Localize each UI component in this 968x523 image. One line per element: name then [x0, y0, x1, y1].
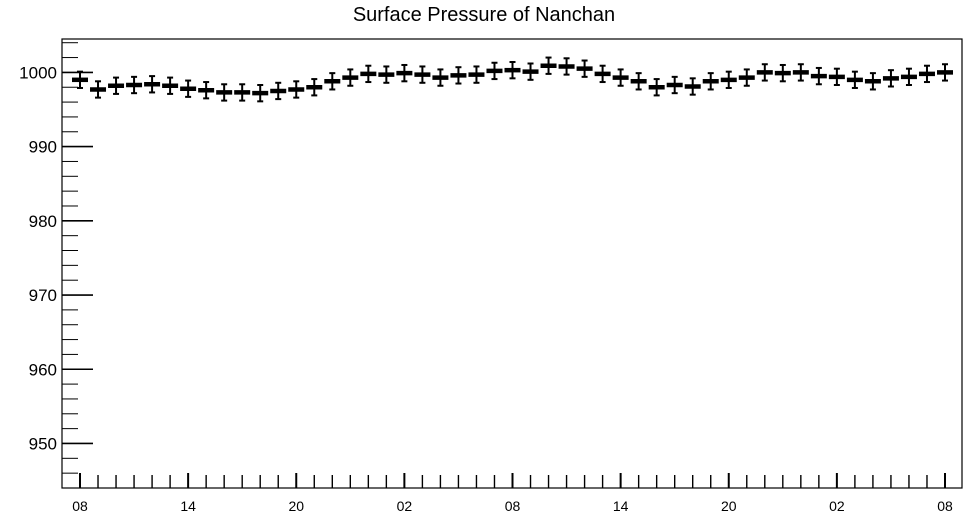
data-point	[486, 61, 503, 81]
data-point	[612, 68, 629, 87]
data-point	[756, 63, 773, 82]
data-point	[828, 67, 845, 87]
data-point	[792, 63, 809, 82]
x-tick-label: 08	[505, 498, 521, 514]
data-point	[576, 59, 593, 78]
data-point	[90, 80, 107, 99]
data-point	[72, 70, 88, 89]
plot-frame	[61, 38, 963, 489]
y-tick-label: 950	[29, 434, 57, 453]
data-point	[882, 69, 899, 88]
x-tick-label: 20	[721, 498, 737, 514]
data-point	[540, 56, 557, 75]
x-tick-label: 14	[613, 498, 629, 514]
data-point	[684, 77, 701, 96]
data-point	[342, 68, 359, 87]
data-point	[324, 72, 341, 91]
data-point	[810, 66, 827, 86]
data-point	[594, 64, 611, 84]
data-point	[378, 65, 395, 84]
x-tick-label: 02	[829, 498, 845, 514]
data-point	[216, 83, 233, 102]
data-point	[180, 79, 197, 98]
data-point	[738, 68, 755, 87]
y-tick-label: 970	[29, 286, 57, 305]
data-point	[666, 75, 683, 95]
data-point	[360, 64, 377, 84]
y-tick-label: 990	[29, 138, 57, 157]
y-tick-label: 1000	[19, 63, 57, 82]
x-tick-label: 02	[397, 498, 413, 514]
data-point	[774, 63, 791, 83]
data-point	[414, 65, 431, 84]
data-point	[846, 70, 863, 89]
data-point	[108, 76, 125, 95]
plot-frame-box	[61, 38, 963, 489]
data-point	[558, 57, 575, 76]
y-tick-label: 980	[29, 212, 57, 231]
x-tick-label: 08	[937, 498, 953, 514]
data-point	[432, 68, 449, 87]
chart-title: Surface Pressure of Nanchan	[352, 4, 616, 26]
data-point	[162, 76, 179, 95]
x-axis: 08 14 20 02 08 14 20 02 08	[72, 473, 953, 514]
data-point	[630, 72, 647, 91]
data-point	[126, 75, 143, 95]
data-point	[144, 75, 161, 94]
data-point	[288, 80, 305, 99]
data-point	[522, 62, 539, 81]
data-point	[270, 81, 287, 101]
data-point	[306, 78, 323, 97]
y-tick-label: 960	[29, 360, 57, 379]
x-tick-label: 14	[180, 498, 196, 514]
data-point	[918, 64, 935, 84]
data-point	[648, 78, 665, 97]
data-point	[900, 67, 917, 87]
data-series	[72, 56, 953, 103]
data-point	[937, 63, 953, 82]
x-tick-label: 20	[288, 498, 304, 514]
data-point	[702, 72, 719, 91]
data-point	[396, 63, 413, 83]
x-tick-label: 08	[72, 498, 88, 514]
data-point	[252, 84, 269, 103]
data-point	[720, 70, 737, 89]
data-point	[450, 66, 467, 85]
data-point	[468, 65, 485, 84]
data-point	[234, 83, 251, 102]
y-axis: 950 960 970 980 990 1000	[19, 42, 93, 489]
data-point	[198, 81, 215, 100]
data-point	[504, 61, 521, 80]
data-point	[864, 72, 881, 91]
